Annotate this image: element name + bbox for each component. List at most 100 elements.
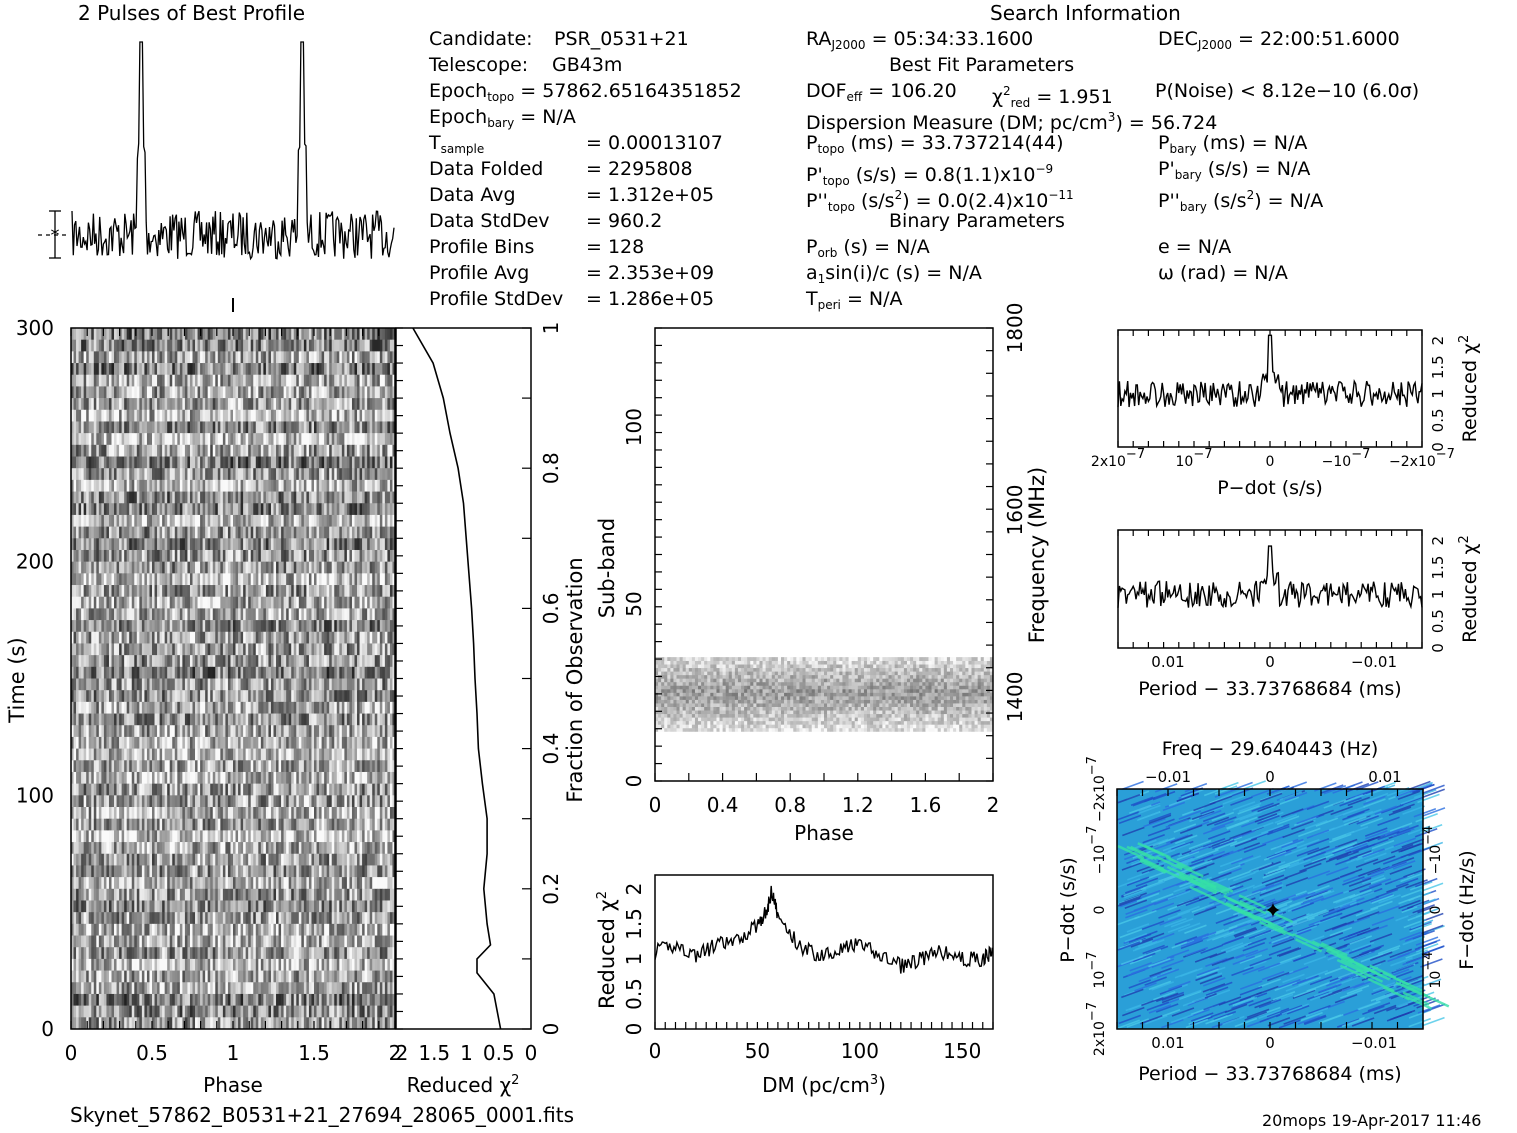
heatmap-cell [311, 444, 315, 457]
heatmap-cell [291, 561, 295, 574]
heatmap-cell [377, 608, 381, 621]
heatmap-cell [283, 351, 287, 364]
heatmap-cell [159, 736, 163, 749]
heatmap-cell [202, 479, 206, 492]
heatmap-cell [351, 479, 355, 492]
heatmap-cell [230, 328, 234, 340]
heatmap-cell [326, 479, 330, 492]
heatmap-cell [177, 479, 181, 492]
heatmap-cell [159, 631, 163, 644]
heatmap-cell [71, 421, 74, 434]
heatmap-cell [205, 398, 208, 411]
heatmap-cell [364, 526, 368, 539]
heatmap-cell [296, 678, 300, 691]
heatmap-cell [210, 363, 214, 376]
heatmap-cell [187, 514, 191, 527]
heatmap-cell [372, 549, 376, 562]
heatmap-cell [235, 573, 239, 586]
heatmap-cell [146, 760, 150, 773]
heatmap-cell [116, 643, 120, 656]
heatmap-cell [141, 503, 145, 516]
heatmap-cell [106, 549, 110, 562]
heatmap-cell [286, 690, 289, 703]
heatmap-cell [253, 538, 257, 551]
heatmap-cell [167, 771, 171, 784]
heatmap-cell [349, 468, 353, 481]
heatmap-cell [83, 491, 87, 504]
heatmap-cell [169, 760, 173, 773]
heatmap-cell [78, 514, 82, 527]
heatmap-cell [321, 538, 325, 551]
heatmap-cell [329, 444, 333, 457]
heatmap-cell [291, 456, 295, 469]
heatmap-cell [220, 339, 224, 352]
heatmap-cell [139, 771, 143, 784]
heatmap-cell [131, 771, 135, 784]
heatmap-cell [263, 351, 267, 364]
heatmap-cell [154, 549, 158, 562]
heatmap-cell [243, 433, 246, 446]
heatmap-cell [103, 608, 107, 621]
heatmap-cell [359, 398, 363, 411]
heatmap-cell [189, 561, 193, 574]
heatmap-cell [334, 678, 338, 691]
heatmap-cell [119, 468, 122, 481]
heatmap-cell [268, 585, 272, 598]
heatmap-cell [152, 573, 155, 586]
heatmap-cell [131, 713, 135, 726]
heatmap-cell [288, 421, 292, 434]
heatmap-cell [169, 456, 173, 469]
heatmap-cell [144, 713, 148, 726]
heatmap-cell [367, 398, 370, 411]
heatmap-cell [197, 421, 201, 434]
heatmap-cell [379, 713, 383, 726]
heatmap-cell [200, 538, 203, 551]
heatmap-cell [382, 608, 386, 621]
heatmap-cell [233, 655, 236, 668]
heatmap-cell [255, 479, 259, 492]
heatmap-cell [78, 549, 82, 562]
heatmap-cell [103, 549, 107, 562]
heatmap-cell [245, 491, 249, 504]
heatmap-cell [357, 503, 360, 516]
heatmap-cell [212, 538, 216, 551]
heatmap-cell [136, 678, 140, 691]
heatmap-cell [288, 339, 292, 352]
heatmap-cell [215, 479, 219, 492]
heatmap-cell [303, 351, 307, 364]
heatmap-cell [154, 631, 158, 644]
heatmap-cell [367, 503, 370, 516]
heatmap-cell [301, 655, 305, 668]
heatmap-cell [278, 678, 282, 691]
heatmap-cell [367, 631, 370, 644]
heatmap-cell [141, 444, 145, 457]
heatmap-cell [384, 701, 388, 714]
heatmap-cell [162, 363, 165, 376]
heatmap-cell [374, 351, 378, 364]
heatmap-cell [258, 666, 262, 679]
heatmap-cell [76, 514, 79, 527]
heatmap-cell [319, 608, 322, 621]
heatmap-cell [139, 328, 143, 340]
heatmap-cell [164, 526, 168, 539]
heatmap-cell [129, 690, 133, 703]
heatmap-cell [195, 386, 198, 399]
heatmap-cell [245, 421, 249, 434]
heatmap-cell [98, 725, 102, 738]
heatmap-cell [172, 760, 176, 773]
heatmap-cell [316, 631, 320, 644]
heatmap-cell [126, 771, 130, 784]
heatmap-cell [270, 374, 274, 387]
heatmap-cell [182, 386, 186, 399]
heatmap-cell [157, 549, 160, 562]
heatmap-cell [144, 374, 148, 387]
heatmap-cell [255, 655, 259, 668]
heatmap-cell [270, 701, 274, 714]
heatmap-cell [331, 666, 335, 679]
heatmap-cell [202, 713, 206, 726]
heatmap-cell [139, 678, 143, 691]
heatmap-cell [278, 456, 282, 469]
heatmap-cell [281, 444, 284, 457]
heatmap-cell [369, 736, 373, 749]
heatmap-cell [192, 620, 196, 633]
